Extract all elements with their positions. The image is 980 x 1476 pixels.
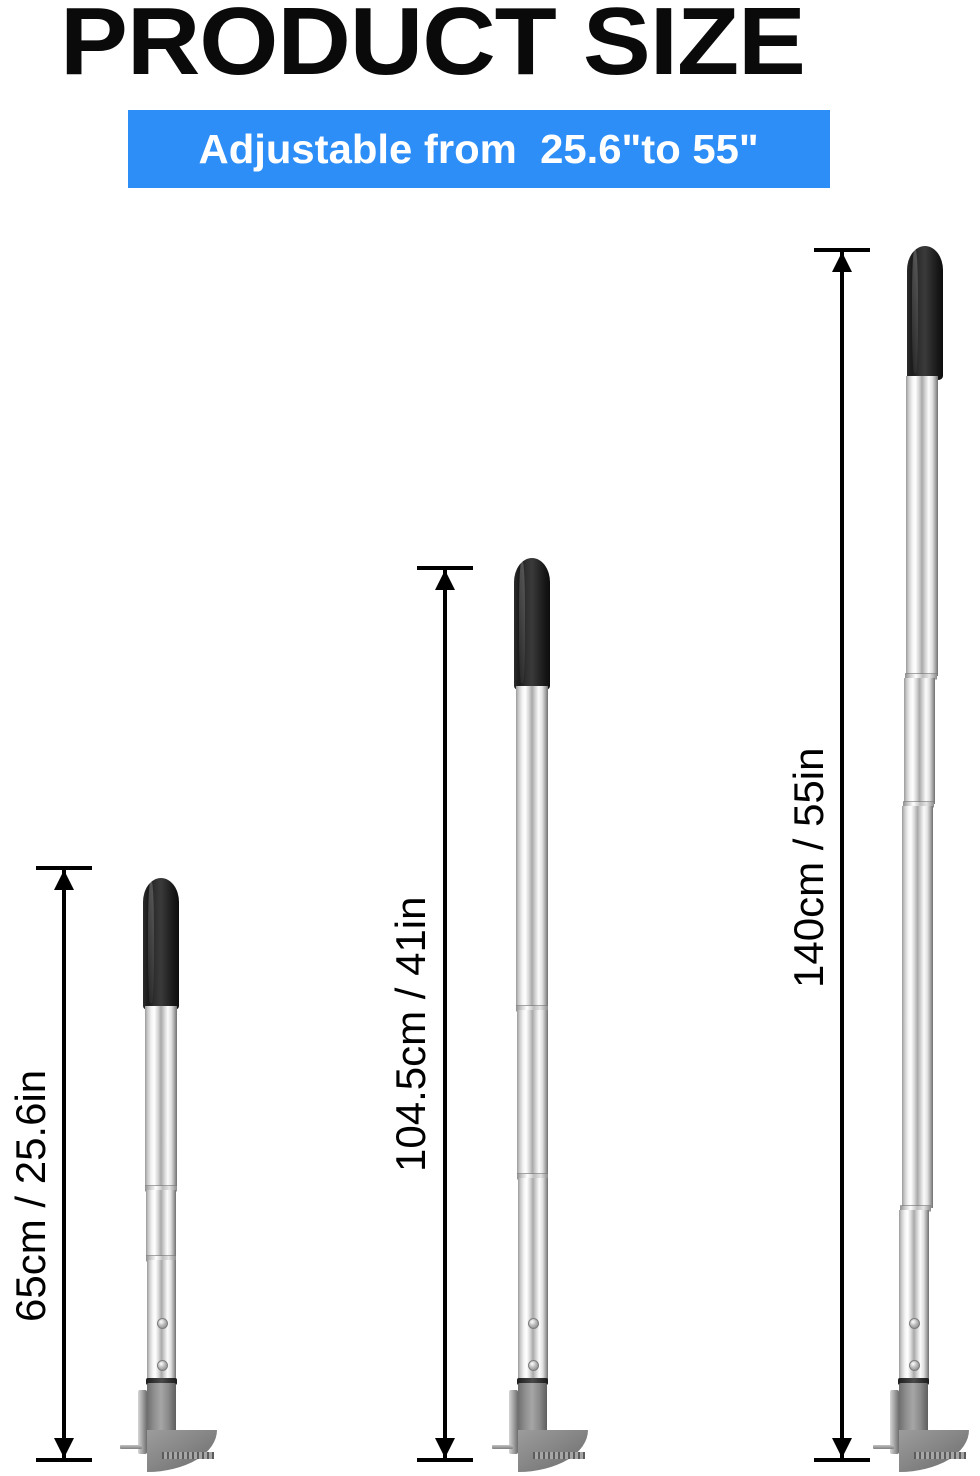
adjustable-range-banner: Adjustable from 25.6"to 55"	[128, 110, 830, 188]
dimension-arrow-bottom-icon	[54, 1438, 74, 1458]
tool-shaft-middle	[146, 1190, 176, 1258]
tool-long	[872, 246, 980, 1476]
dimension-tick-bottom	[814, 1458, 870, 1462]
dimension-tick-top	[36, 866, 92, 870]
tool-shaft-middle	[517, 1010, 548, 1176]
tool-shaft-joint-2	[903, 802, 934, 807]
dimension-shaft	[443, 570, 447, 1458]
dimension-tick-bottom	[36, 1458, 92, 1462]
tool-grip	[514, 558, 550, 690]
tool-grip	[143, 878, 179, 1010]
tool-shaft-upper	[906, 376, 938, 676]
dimension-label-medium: 104.5cm / 41in	[387, 896, 434, 1172]
tool-shaft-joint-1	[145, 1186, 177, 1191]
tool-lock-rivet-1	[909, 1318, 920, 1329]
dimension-arrow-bottom-icon	[435, 1438, 455, 1458]
tool-shaft-second	[904, 678, 935, 804]
tool-lock-rivet-2	[528, 1360, 539, 1371]
tool-shaft-joint-2	[146, 1256, 176, 1261]
dimension-label-short: 65cm / 25.6in	[7, 1069, 54, 1322]
dimension-shaft	[840, 252, 844, 1458]
tool-shaft-joint-1	[905, 674, 937, 679]
tool-shaft-lower	[518, 1178, 548, 1380]
tool-head-collar	[517, 1378, 548, 1385]
dimension-arrow-bottom-icon	[832, 1438, 852, 1458]
tool-head-blade	[899, 1430, 969, 1472]
tool-shaft-lower	[899, 1210, 929, 1380]
tool-head-serration	[533, 1452, 585, 1459]
tool-head-tang	[120, 1445, 142, 1449]
dimension-label-long: 140cm / 55in	[785, 747, 832, 988]
dimension-tick-top	[814, 248, 870, 252]
tool-lock-rivet-2	[909, 1360, 920, 1371]
tool-short	[120, 878, 230, 1476]
tool-head-serration	[162, 1452, 214, 1459]
tool-shaft-joint-1	[516, 1006, 548, 1011]
dimension-shaft	[62, 870, 66, 1458]
tool-lock-rivet-1	[157, 1318, 168, 1329]
dimension-tick-bottom	[417, 1458, 473, 1462]
adjustable-range-text: Adjustable from 25.6"to 55"	[198, 126, 760, 172]
tool-head-serration	[914, 1452, 966, 1459]
tool-shaft-upper	[145, 1006, 177, 1188]
tool-shaft-joint-2	[517, 1174, 548, 1179]
tool-lock-rivet-2	[157, 1360, 168, 1371]
tool-lock-rivet-1	[528, 1318, 539, 1329]
tool-head-side-plate	[890, 1390, 899, 1454]
tool-head-blade	[518, 1430, 588, 1472]
tool-medium	[492, 558, 602, 1476]
tool-shaft-upper	[516, 686, 548, 1008]
page-title: PRODUCT SIZE	[60, 0, 806, 95]
tool-head-collar	[146, 1378, 177, 1385]
tool-head-collar	[898, 1378, 929, 1385]
tool-head-side-plate	[509, 1390, 518, 1454]
tool-shaft-joint-3	[900, 1206, 931, 1211]
tool-head-blade	[147, 1430, 217, 1472]
tool-shaft-third	[902, 806, 933, 1208]
tool-head-tang	[492, 1445, 513, 1449]
tool-head-side-plate	[138, 1390, 147, 1454]
dimension-tick-top	[417, 566, 473, 570]
tool-head-tang	[873, 1445, 894, 1449]
tool-grip	[907, 246, 943, 380]
